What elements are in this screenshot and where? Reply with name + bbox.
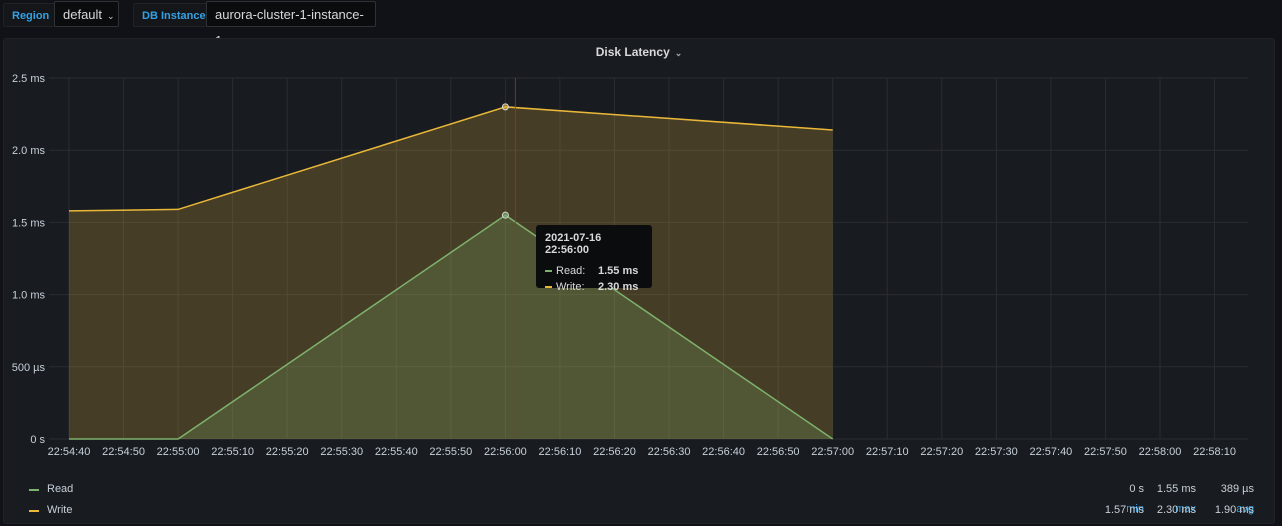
x-tick-label: 22:54:50 (102, 446, 145, 458)
read-series-line (69, 214, 834, 440)
hover-tooltip: 2021-07-16 22:56:00 Read: 1.55 ms Write: 2… (536, 225, 652, 293)
x-tick-label: 22:56:10 (539, 446, 582, 458)
x-tick-label: 22:55:40 (375, 446, 418, 458)
write-series-swatch (29, 510, 39, 512)
x-tick-label: 22:58:10 (1193, 446, 1236, 458)
write-series-line (68, 106, 833, 212)
x-tick-label: 22:56:30 (648, 446, 691, 458)
x-tick-label: 22:54:40 (48, 446, 91, 458)
legend-header-min[interactable]: min (1126, 503, 1144, 515)
tooltip-read-value: 1.55 ms (598, 265, 639, 277)
write-hover-point (501, 103, 509, 111)
x-tick-label: 22:56:40 (702, 446, 745, 458)
latency-chart[interactable]: 0 s 500 µs 1.0 ms 1.5 ms 2.0 ms 2.5 ms 22:54:4… (4, 39, 1276, 525)
legend-series-name[interactable]: Write (47, 504, 73, 516)
x-tick-label: 22:55:20 (266, 446, 309, 458)
read-swatch (545, 270, 552, 273)
y-tick-label: 500 µs (12, 362, 46, 374)
tooltip-write-label: Write: (556, 281, 585, 293)
y-tick-label: 0 s (30, 434, 45, 446)
y-tick-label: 2.5 ms (12, 73, 46, 85)
region-select[interactable]: default ⌄ (54, 1, 119, 27)
write-swatch (545, 286, 552, 289)
x-tick-label: 22:55:50 (429, 446, 472, 458)
read-series-swatch (29, 489, 39, 491)
x-tick-label: 22:57:10 (866, 446, 909, 458)
legend-read-min: 0 s (1129, 483, 1144, 495)
legend-read-max: 1.55 ms (1156, 483, 1196, 495)
tooltip-row-read: Read: 1.55 ms (545, 263, 643, 279)
tooltip-write-value: 2.30 ms (598, 281, 639, 293)
x-tick-label: 22:56:50 (757, 446, 800, 458)
x-tick-label: 22:57:00 (811, 446, 854, 458)
disk-latency-panel: Disk Latency ⌄ 0 s 500 µs 1.0 ms 1.5 ms 2.0 m… (3, 38, 1275, 524)
db-instance-variable-label: DB Instance (133, 3, 215, 27)
legend-header-avg[interactable]: avg (1236, 503, 1254, 515)
x-tick-label: 22:57:20 (920, 446, 963, 458)
legend-read-avg: 389 µs (1220, 483, 1254, 495)
chevron-down-icon: ⌄ (107, 11, 115, 21)
x-tick-label: 22:58:00 (1139, 446, 1182, 458)
tooltip-row-write: Write: 2.30 ms (545, 279, 643, 295)
region-variable-label: Region (3, 3, 59, 27)
variable-bar: Region default ⌄ DB Instance aurora-clust… (0, 0, 1282, 48)
y-tick-label: 2.0 ms (12, 145, 46, 157)
x-tick-label: 22:55:30 (320, 446, 363, 458)
x-tick-label: 22:56:00 (484, 446, 527, 458)
legend-write-max: 2.30 ms (1156, 504, 1196, 516)
legend-series-name[interactable]: Read (47, 483, 74, 495)
x-tick-label: 22:57:30 (975, 446, 1018, 458)
write-series-area (69, 106, 833, 439)
x-tick-label: 22:56:20 (593, 446, 636, 458)
chevron-down-icon: ⌄ (674, 48, 683, 58)
legend-write-avg: 1.90 ms (1214, 504, 1254, 516)
x-tick-label: 22:57:40 (1029, 446, 1072, 458)
region-select-value: default (63, 7, 103, 22)
y-tick-label: 1.5 ms (12, 217, 46, 229)
legend-row-write: Write 1.57 ms 2.30 ms 1.90 ms (4, 501, 1276, 521)
legend-header-max[interactable]: max (1175, 503, 1196, 515)
tooltip-time: 2021-07-16 22:56:00 (545, 232, 602, 256)
tooltip-read-label: Read: (556, 265, 586, 277)
x-tick-label: 22:55:00 (157, 446, 200, 458)
panel-title[interactable]: Disk Latency ⌄ (4, 39, 1274, 65)
panel-title-text: Disk Latency (595, 45, 670, 59)
x-tick-label: 22:55:10 (211, 446, 254, 458)
y-tick-label: 1.0 ms (12, 290, 46, 302)
legend-write-min: 1.57 ms (1104, 504, 1144, 516)
legend-row-read: Read 0 s 1.55 ms 389 µs (4, 480, 1276, 500)
read-series-area (69, 215, 833, 439)
x-tick-label: 22:57:50 (1084, 446, 1127, 458)
read-hover-point (501, 211, 509, 219)
db-instance-select[interactable]: aurora-cluster-1-instance-1⌄ (206, 1, 376, 48)
